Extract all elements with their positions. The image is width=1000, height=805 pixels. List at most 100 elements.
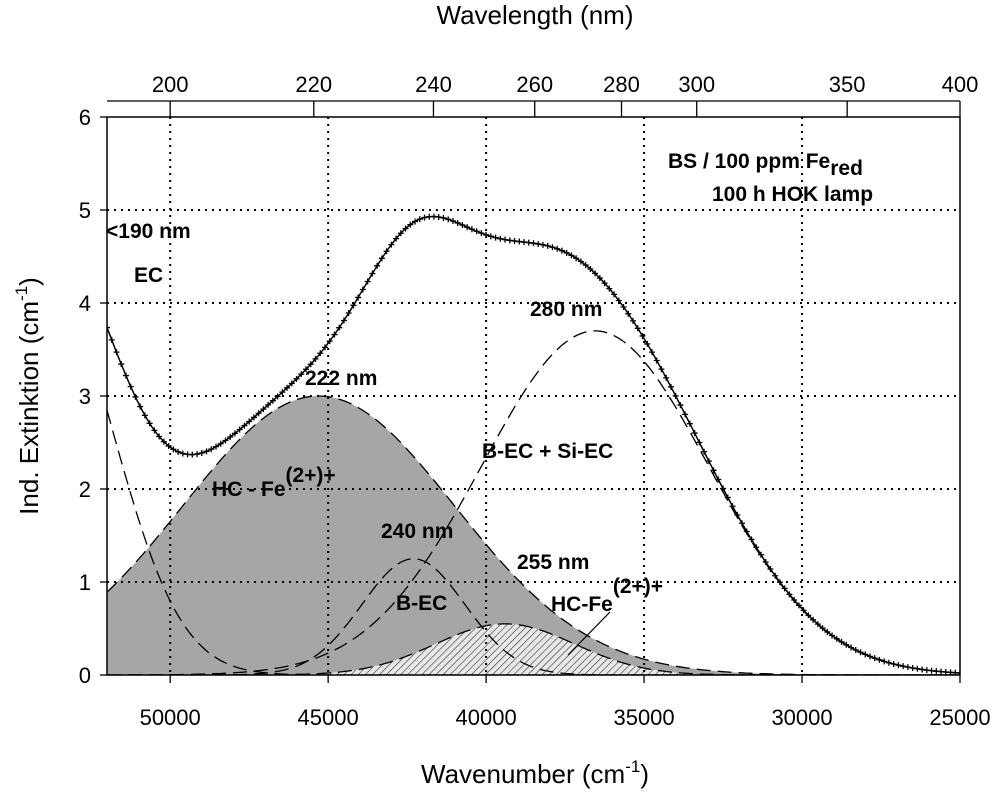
measured-point (871, 655, 878, 662)
measured-point (473, 228, 480, 235)
component-222nm-curve (107, 395, 960, 675)
top-axis-title: Wavelength (nm) (437, 0, 634, 30)
measured-point (686, 420, 693, 427)
measured-point (611, 291, 618, 298)
top-tick-label: 240 (415, 72, 452, 97)
measured-point (208, 446, 215, 453)
measured-point (810, 616, 817, 623)
measured-point (260, 406, 267, 413)
measured-point (914, 665, 921, 672)
measured-point (440, 214, 447, 221)
measured-point (108, 336, 115, 343)
measured-point (198, 449, 205, 456)
measured-point (407, 221, 414, 228)
measured-point (222, 437, 229, 444)
label-hc222: HC - Fe(2+)+ (212, 464, 336, 501)
measured-point (791, 596, 798, 603)
measured-point (293, 375, 300, 382)
measured-point (336, 324, 343, 331)
x-tick-label: 50000 (140, 705, 201, 730)
measured-point (350, 302, 357, 309)
measured-point (634, 325, 641, 332)
label-ec-nm: <190 nm (106, 220, 191, 243)
measured-point (212, 443, 219, 450)
label-240-nm: 240 nm (381, 520, 453, 543)
measured-point (781, 585, 788, 592)
measured-point (890, 660, 897, 667)
label-bec: B-EC (396, 592, 447, 615)
measured-point (620, 304, 627, 311)
measured-point (724, 494, 731, 501)
measured-point (563, 249, 570, 256)
x-tick-label: 35000 (613, 705, 674, 730)
measured-point (838, 638, 845, 645)
measured-point (900, 663, 907, 670)
measured-point (814, 621, 821, 628)
measured-point (170, 446, 177, 453)
measured-point (416, 216, 423, 223)
svg-text:BS / 100 ppm Fered: BS / 100 ppm Fered (668, 150, 863, 180)
measured-point (487, 233, 494, 240)
measured-point (393, 235, 400, 242)
measured-point (369, 270, 376, 277)
measured-point (284, 384, 291, 391)
measured-point (274, 393, 281, 400)
measured-point (435, 213, 442, 220)
measured-point (317, 350, 324, 357)
svg-text:100 h HOK lamp: 100 h HOK lamp (712, 183, 873, 206)
measured-point (288, 380, 295, 387)
measured-point (203, 448, 210, 455)
measured-point (658, 366, 665, 373)
measured-point (549, 244, 556, 251)
measured-point (449, 218, 456, 225)
measured-point (156, 433, 163, 440)
measured-point (577, 258, 584, 265)
measured-point (355, 294, 362, 301)
measured-point (345, 310, 352, 317)
label-ec: EC (134, 264, 163, 287)
measured-point (748, 536, 755, 543)
measured-point (151, 427, 158, 434)
measured-point (160, 438, 167, 445)
measured-point (118, 361, 125, 368)
measured-point (483, 231, 490, 238)
measured-point (402, 225, 409, 232)
measured-point (468, 226, 475, 233)
measured-point (364, 278, 371, 285)
measured-point (326, 338, 333, 345)
top-tick-label: 280 (603, 72, 640, 97)
measured-point (359, 286, 366, 293)
measured-point (857, 649, 864, 656)
measured-point (592, 270, 599, 277)
measured-point (137, 403, 144, 410)
measured-point (298, 371, 305, 378)
measured-point (227, 434, 234, 441)
measured-point (772, 572, 779, 579)
measured-point (696, 439, 703, 446)
measured-point (459, 222, 466, 229)
measured-point (141, 412, 148, 419)
measured-point (113, 349, 120, 356)
measured-point (175, 448, 182, 455)
measured-point (497, 235, 504, 242)
measured-point (265, 401, 272, 408)
y-axis-title: Ind. Extinktion (cm-1) (12, 277, 44, 515)
measured-point (231, 430, 238, 437)
measured-point (819, 625, 826, 632)
measured-point (615, 297, 622, 304)
measured-point (786, 591, 793, 598)
measured-point (720, 485, 727, 492)
measured-point (421, 214, 428, 221)
measured-point (241, 422, 248, 429)
measured-point (246, 418, 253, 425)
measured-point (653, 357, 660, 364)
measured-point (558, 247, 565, 254)
measured-point (454, 219, 461, 226)
measured-point (502, 236, 509, 243)
measured-point (122, 372, 129, 379)
top-tick-label: 300 (678, 72, 715, 97)
measured-point (734, 511, 741, 518)
measured-point (895, 662, 902, 669)
measured-point (648, 349, 655, 356)
measured-point (663, 374, 670, 381)
